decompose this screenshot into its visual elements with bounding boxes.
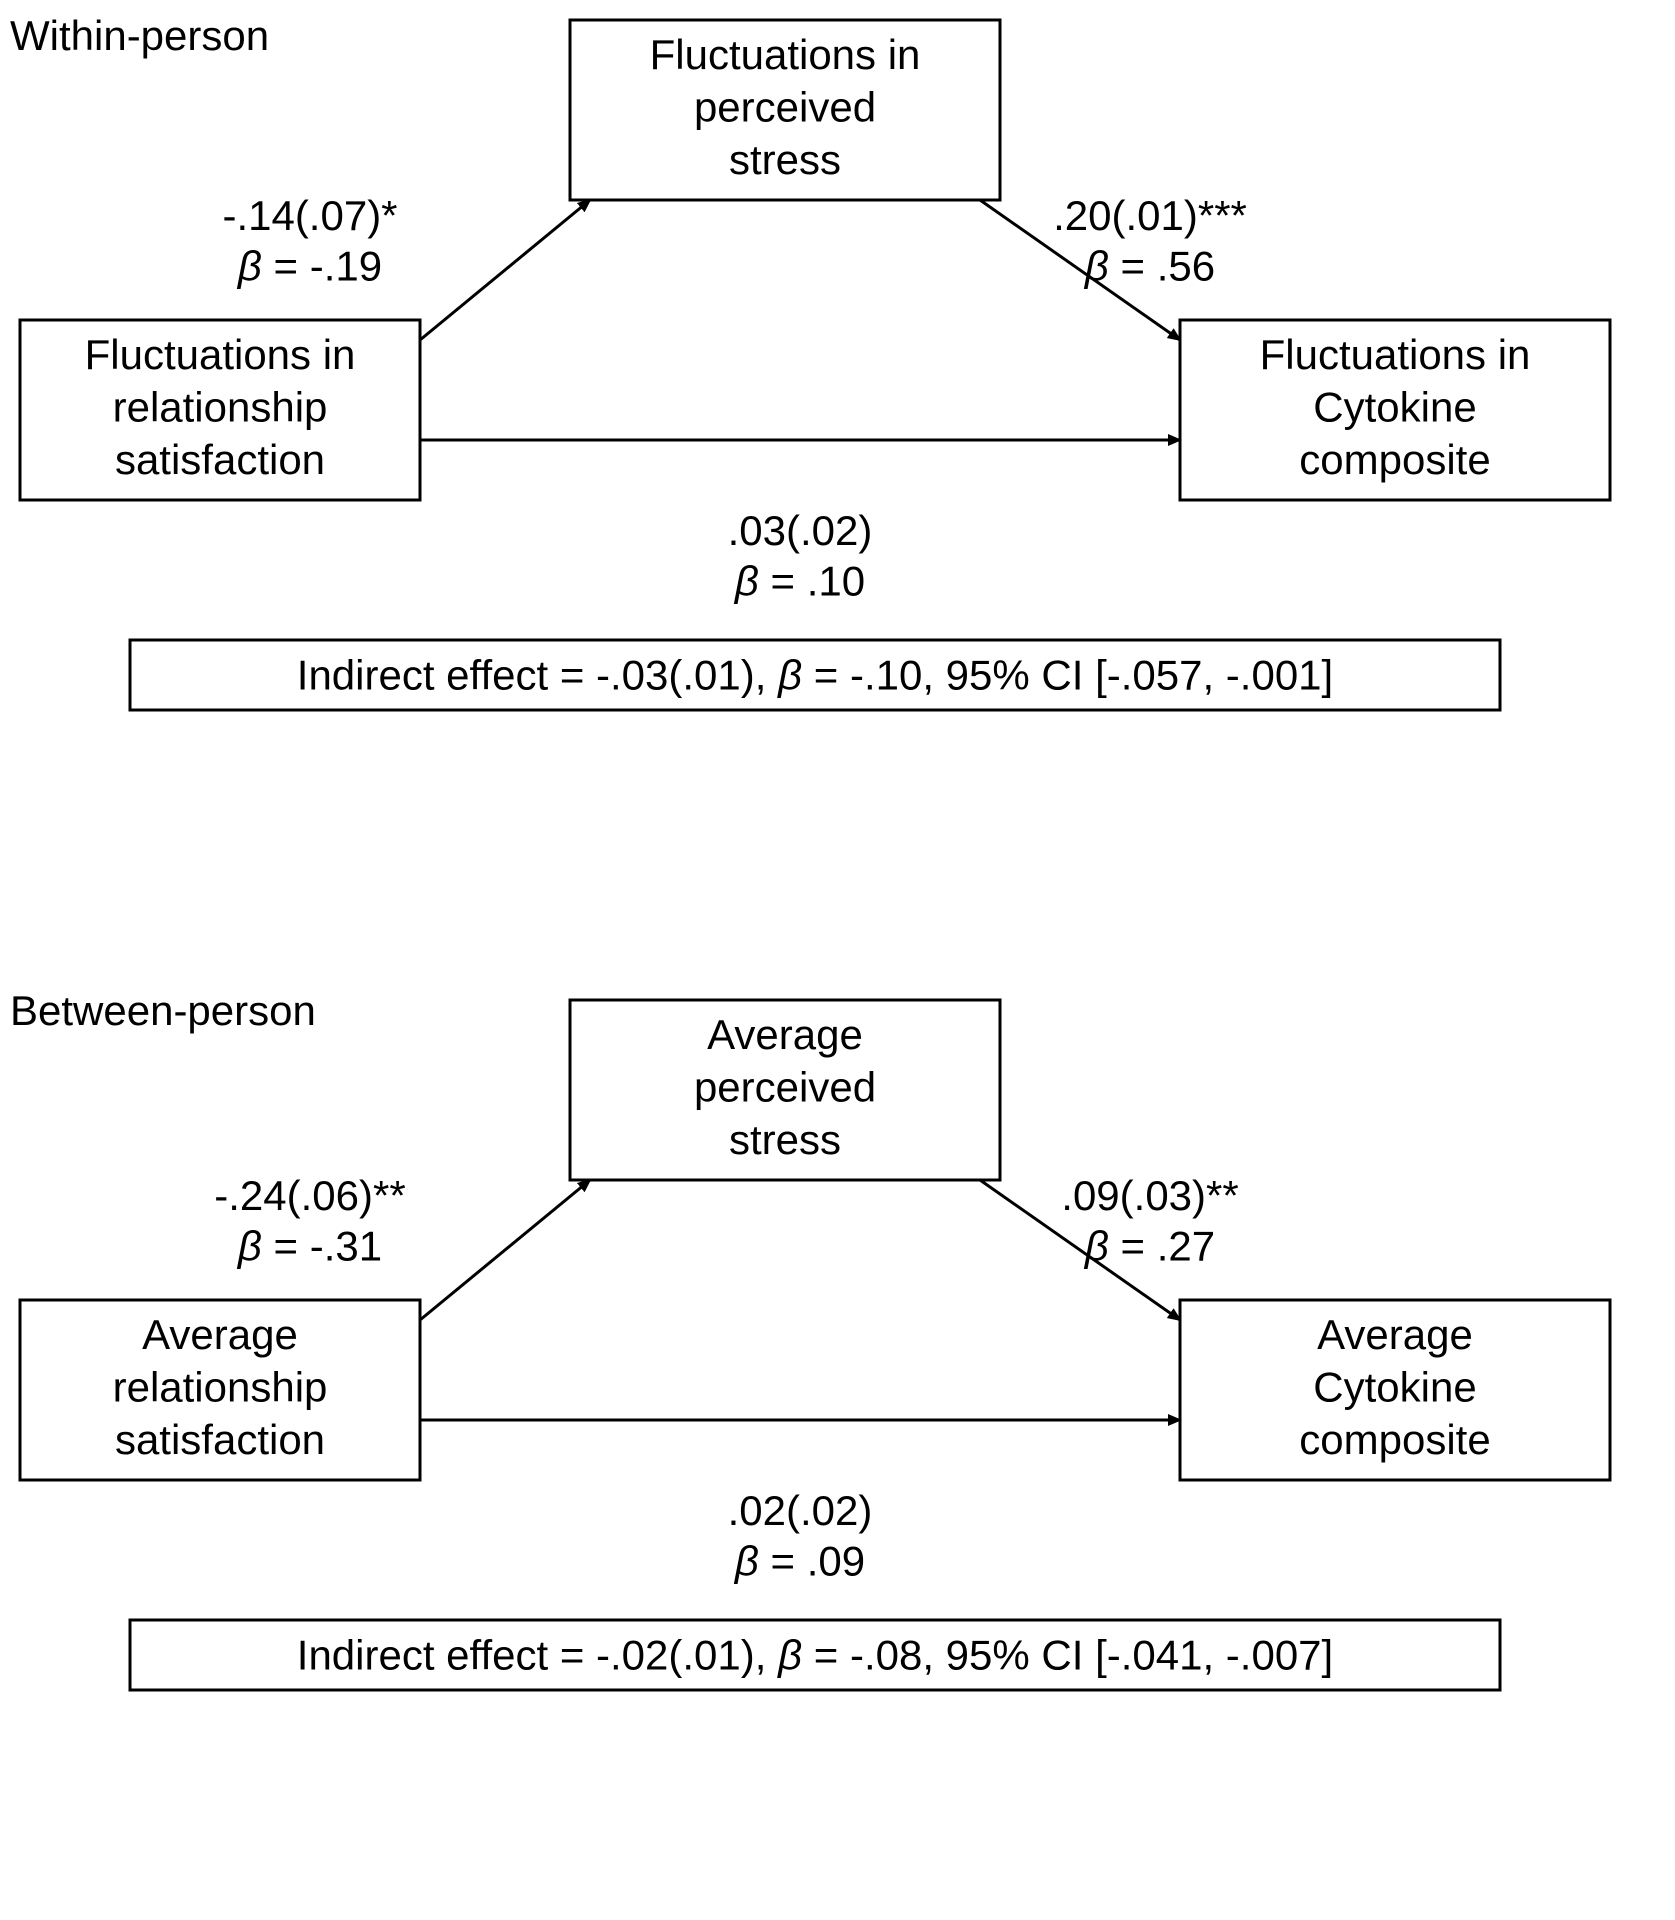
within-path-b-coef: .20(.01)*** (1053, 192, 1247, 239)
between-med-label: stress (729, 1116, 841, 1163)
within-path-a-beta: β = -.19 (236, 242, 382, 289)
between-path-b-coef: .09(.03)** (1061, 1172, 1238, 1219)
between-arrow-a (420, 1180, 590, 1320)
within-path-a-coef: -.14(.07)* (222, 192, 397, 239)
between-path-c-coef: .02(.02) (728, 1487, 873, 1534)
between-title: Between-person (10, 987, 316, 1034)
within-dv-label: Cytokine (1313, 384, 1476, 431)
between-dv-label: composite (1299, 1416, 1490, 1463)
within-dv-label: Fluctuations in (1260, 331, 1531, 378)
within-iv-label: relationship (113, 384, 328, 431)
within-title: Within-person (10, 12, 269, 59)
between-dv-label: Cytokine (1313, 1364, 1476, 1411)
between-med-label: Average (707, 1011, 863, 1058)
between-med-label: perceived (694, 1064, 876, 1111)
between-path-c-beta: β = .09 (733, 1537, 865, 1584)
between-iv-label: satisfaction (115, 1416, 325, 1463)
between-path-a-coef: -.24(.06)** (214, 1172, 405, 1219)
between-iv-label: relationship (113, 1364, 328, 1411)
within-path-c-coef: .03(.02) (728, 507, 873, 554)
between-dv-label: Average (1317, 1311, 1473, 1358)
within-iv-label: satisfaction (115, 436, 325, 483)
within-indirect-text: Indirect effect = -.03(.01), β = -.10, 9… (297, 652, 1333, 699)
within-path-b-beta: β = .56 (1083, 242, 1215, 289)
between-path-a-beta: β = -.31 (236, 1222, 382, 1269)
within-arrow-a (420, 200, 590, 340)
between-indirect-text: Indirect effect = -.02(.01), β = -.08, 9… (297, 1632, 1333, 1679)
within-med-label: stress (729, 136, 841, 183)
between-path-b-beta: β = .27 (1083, 1222, 1215, 1269)
within-med-label: perceived (694, 84, 876, 131)
within-dv-label: composite (1299, 436, 1490, 483)
between-iv-label: Average (142, 1311, 298, 1358)
within-path-c-beta: β = .10 (733, 557, 865, 604)
within-iv-label: Fluctuations in (85, 331, 356, 378)
within-med-label: Fluctuations in (650, 31, 921, 78)
